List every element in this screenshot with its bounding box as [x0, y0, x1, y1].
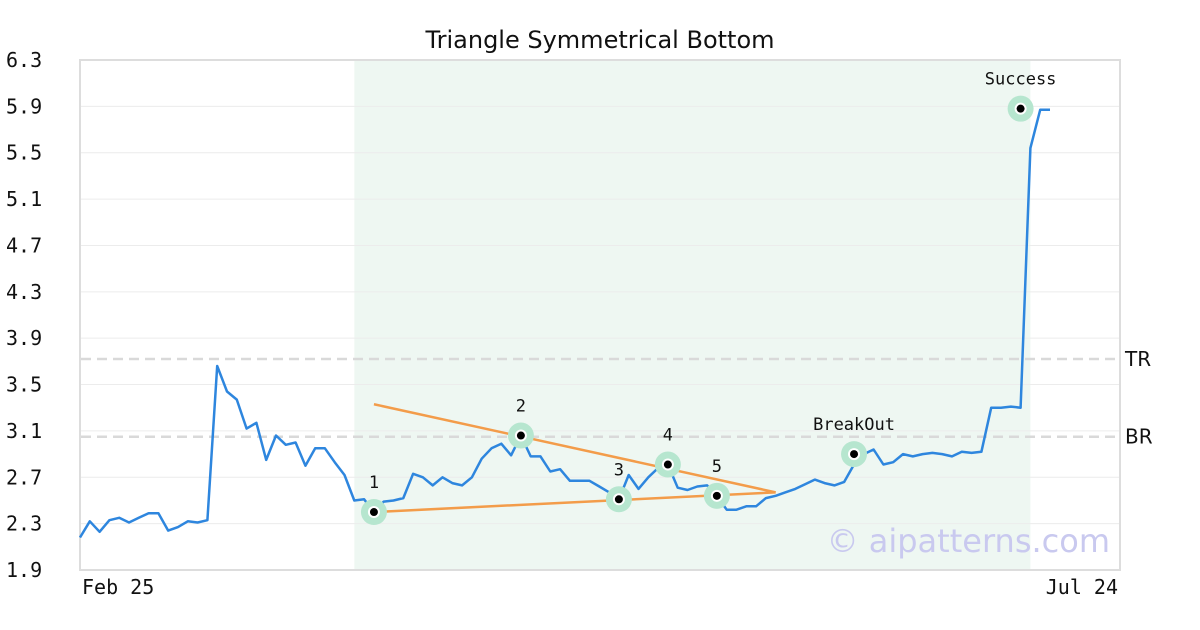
x-tick-label-start: Feb 25	[82, 575, 154, 599]
y-tick-label: 4.3	[6, 280, 42, 304]
y-tick-label: 5.5	[6, 141, 42, 165]
pattern-point-label: Success	[985, 70, 1057, 90]
grid-layer	[81, 105, 1119, 525]
plot-frame	[79, 59, 1121, 571]
y-tick-label: 1.9	[6, 558, 42, 582]
pattern-region-layer	[354, 61, 1031, 569]
pattern-point	[712, 491, 721, 500]
pattern-point	[516, 431, 525, 440]
pattern-point	[850, 450, 859, 459]
price-series-layer	[78, 108, 1050, 539]
pattern-points-layer: 1 2 3 4 5 BreakOut Success	[360, 70, 1057, 526]
x-tick-label-end: Jul 24	[1046, 575, 1118, 599]
y-tick-label: 2.3	[6, 512, 42, 536]
y-tick-label: 3.1	[6, 419, 42, 443]
chart-title: Triangle Symmetrical Bottom	[424, 26, 774, 54]
pattern-point	[1016, 104, 1025, 113]
pattern-point	[369, 508, 378, 517]
y-tick-label: 3.5	[6, 373, 42, 397]
y-tick-label: 5.9	[6, 94, 42, 118]
watermark: © aipatterns.com	[827, 522, 1110, 560]
y-tick-label: 6.3	[6, 48, 42, 72]
pattern-point-label: BreakOut	[813, 415, 895, 435]
pattern-point-label: 4	[663, 426, 673, 446]
pattern-point	[663, 460, 672, 469]
pattern-point-label: 5	[712, 457, 722, 477]
pattern-point	[614, 495, 623, 504]
y-tick-label: 3.9	[6, 326, 42, 350]
y-tick-label: 2.7	[6, 465, 42, 489]
reference-line-label: BR	[1125, 425, 1153, 449]
reference-lines-layer: TR BR	[81, 347, 1153, 449]
trendline	[373, 403, 776, 494]
y-tick-label: 5.1	[6, 187, 42, 211]
pattern-region	[354, 61, 1031, 569]
pattern-point-label: 3	[614, 460, 624, 480]
price-line	[78, 108, 1050, 539]
y-tick-label: 4.7	[6, 233, 42, 257]
pattern-point-label: 1	[369, 473, 379, 493]
reference-line-label: TR	[1124, 347, 1151, 371]
pattern-point-label: 2	[516, 397, 526, 417]
y-axis: 1.9 2.3 2.7 3.1 3.5 3.9 4.3 4.7 5.1 5.5 5.9 6.3	[6, 48, 42, 582]
